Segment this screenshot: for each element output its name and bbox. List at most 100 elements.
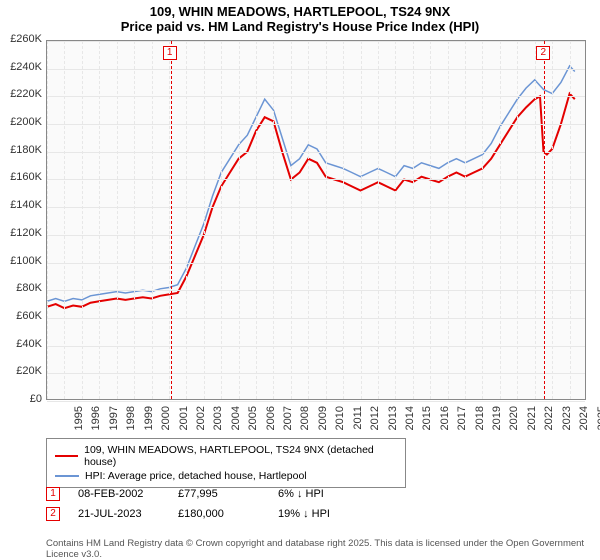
ytick-label: £40K <box>0 338 42 350</box>
xtick-label: 2021 <box>526 406 538 436</box>
xtick-label: 2015 <box>421 406 433 436</box>
gridline-h <box>47 179 585 180</box>
gridline-v <box>517 41 518 399</box>
xtick-label: 2009 <box>317 406 329 436</box>
xtick-label: 2019 <box>491 406 503 436</box>
xtick-label: 2006 <box>265 406 277 436</box>
xtick-label: 2007 <box>282 406 294 436</box>
ytick-label: £260K <box>0 33 42 45</box>
gridline-v <box>395 41 396 399</box>
ytick-label: £200K <box>0 116 42 128</box>
row-price: £180,000 <box>178 508 260 520</box>
gridline-v <box>535 41 536 399</box>
gridline-v <box>448 41 449 399</box>
legend: 109, WHIN MEADOWS, HARTLEPOOL, TS24 9NX … <box>46 438 406 488</box>
series-hpi <box>47 66 575 301</box>
xtick-label: 1998 <box>125 406 137 436</box>
gridline-v <box>465 41 466 399</box>
gridline-v <box>291 41 292 399</box>
xtick-label: 1996 <box>90 406 102 436</box>
gridline-v <box>134 41 135 399</box>
gridline-h <box>47 69 585 70</box>
marker-box: 2 <box>536 46 550 60</box>
gridline-h <box>47 263 585 264</box>
ytick-label: £20K <box>0 365 42 377</box>
legend-label: 109, WHIN MEADOWS, HARTLEPOOL, TS24 9NX … <box>84 444 397 468</box>
xtick-label: 2017 <box>456 406 468 436</box>
xtick-label: 2013 <box>387 406 399 436</box>
xtick-label: 2001 <box>178 406 190 436</box>
xtick-label: 2010 <box>334 406 346 436</box>
row-date: 21-JUL-2023 <box>78 508 160 520</box>
title-line-2: Price paid vs. HM Land Registry's House … <box>0 19 600 34</box>
gridline-v <box>326 41 327 399</box>
marker-box: 1 <box>163 46 177 60</box>
marker-vline <box>171 41 172 399</box>
ytick-label: £80K <box>0 282 42 294</box>
transaction-table: 108-FEB-2002£77,9956% ↓ HPI221-JUL-2023£… <box>46 484 360 524</box>
xtick-label: 2014 <box>404 406 416 436</box>
gridline-h <box>47 152 585 153</box>
gridline-v <box>500 41 501 399</box>
chart-title: 109, WHIN MEADOWS, HARTLEPOOL, TS24 9NX … <box>0 0 600 34</box>
legend-label: HPI: Average price, detached house, Hart… <box>85 470 307 482</box>
gridline-v <box>82 41 83 399</box>
xtick-label: 1999 <box>143 406 155 436</box>
row-marker: 1 <box>46 487 60 501</box>
legend-item-hpi: HPI: Average price, detached house, Hart… <box>55 469 397 483</box>
xtick-label: 2020 <box>508 406 520 436</box>
ytick-label: £0 <box>0 393 42 405</box>
line-series-svg <box>47 41 587 401</box>
transaction-row: 221-JUL-2023£180,00019% ↓ HPI <box>46 504 360 524</box>
xtick-label: 2008 <box>299 406 311 436</box>
ytick-label: £160K <box>0 171 42 183</box>
gridline-v <box>117 41 118 399</box>
series-price_paid <box>47 94 575 309</box>
gridline-v <box>47 41 48 399</box>
xtick-label: 2024 <box>578 406 590 436</box>
gridline-h <box>47 318 585 319</box>
gridline-v <box>273 41 274 399</box>
xtick-label: 2000 <box>160 406 172 436</box>
xtick-label: 2018 <box>474 406 486 436</box>
row-delta: 6% ↓ HPI <box>278 488 360 500</box>
row-price: £77,995 <box>178 488 260 500</box>
gridline-h <box>47 373 585 374</box>
xtick-label: 1997 <box>108 406 120 436</box>
xtick-label: 2022 <box>543 406 555 436</box>
gridline-v <box>361 41 362 399</box>
transaction-row: 1 08-FEB-2002 £77,995 6% ↓ HPI <box>46 484 360 504</box>
footnote: Contains HM Land Registry data © Crown c… <box>46 538 592 560</box>
xtick-label: 1995 <box>73 406 85 436</box>
gridline-v <box>482 41 483 399</box>
xtick-label: 2002 <box>195 406 207 436</box>
gridline-v <box>552 41 553 399</box>
gridline-h <box>47 124 585 125</box>
gridline-v <box>413 41 414 399</box>
legend-item-price-paid: 109, WHIN MEADOWS, HARTLEPOOL, TS24 9NX … <box>55 443 397 469</box>
ytick-label: £240K <box>0 61 42 73</box>
gridline-v <box>64 41 65 399</box>
gridline-v <box>343 41 344 399</box>
ytick-label: £60K <box>0 310 42 322</box>
gridline-v <box>204 41 205 399</box>
gridline-v <box>152 41 153 399</box>
gridline-h <box>47 346 585 347</box>
legend-swatch <box>55 455 78 458</box>
gridline-v <box>570 41 571 399</box>
gridline-v <box>430 41 431 399</box>
xtick-label: 2025 <box>596 406 600 436</box>
gridline-h <box>47 41 585 42</box>
gridline-v <box>221 41 222 399</box>
xtick-label: 2016 <box>439 406 451 436</box>
plot-area <box>46 40 586 400</box>
xtick-label: 2004 <box>230 406 242 436</box>
marker-vline <box>544 41 545 399</box>
ytick-label: £180K <box>0 144 42 156</box>
xtick-label: 2023 <box>561 406 573 436</box>
gridline-h <box>47 96 585 97</box>
gridline-v <box>256 41 257 399</box>
ytick-label: £140K <box>0 199 42 211</box>
row-date: 08-FEB-2002 <box>78 488 160 500</box>
ytick-label: £220K <box>0 88 42 100</box>
